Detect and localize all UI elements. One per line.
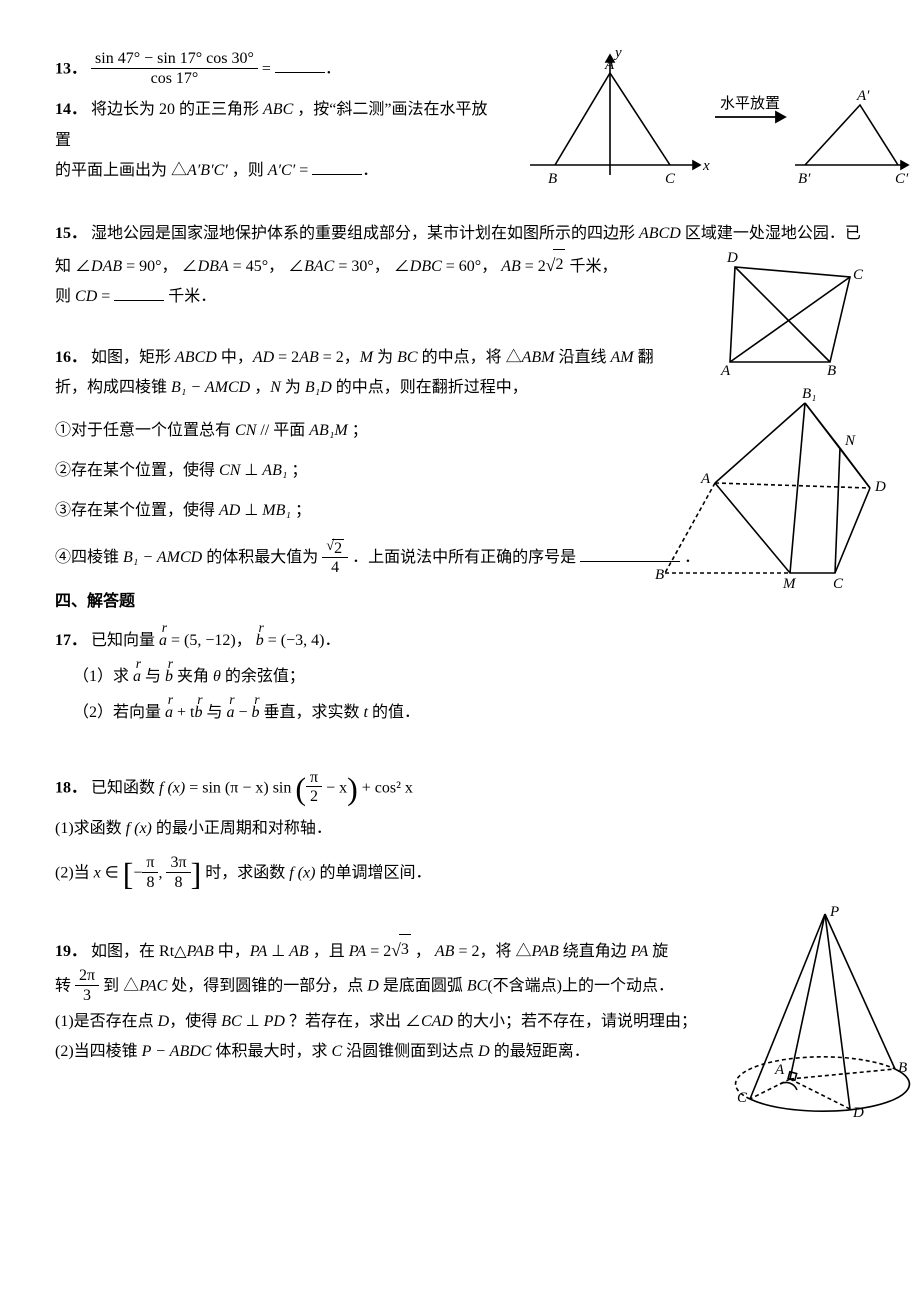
question-17: 17． 已知向量 a = (5, −12)， b = (−3, 4)． （1）求… [55, 626, 865, 729]
svg-text:C: C [737, 1090, 748, 1106]
svg-text:A: A [774, 1062, 785, 1078]
q19-num: 19． [55, 943, 87, 960]
svg-text:B: B [548, 171, 557, 187]
q17-num: 17． [55, 632, 87, 649]
question-16: 16． 如图，矩形 ABCD 中，AD = 2AB = 2，M 为 BC 的中点… [55, 343, 865, 579]
svg-text:y: y [613, 45, 622, 61]
q15-num: 15． [55, 225, 87, 242]
q14-blank [312, 160, 362, 175]
q14-num: 14． [55, 101, 87, 118]
q18-num: 18． [55, 779, 87, 796]
svg-text:B: B [898, 1060, 907, 1076]
svg-text:B′: B′ [798, 171, 811, 187]
q16-num: 16． [55, 349, 87, 366]
svg-text:C: C [853, 267, 864, 283]
question-15: 15． 湿地公园是国家湿地保护体系的重要组成部分，某市计划在如图所示的四边形 A… [55, 219, 865, 313]
svg-text:水平放置: 水平放置 [720, 95, 780, 112]
svg-text:D: D [852, 1105, 864, 1121]
svg-text:A: A [700, 471, 711, 487]
q13-num: 13． [55, 60, 87, 77]
svg-text:D: D [726, 250, 738, 266]
svg-text:P: P [829, 904, 839, 920]
svg-text:B: B [655, 567, 664, 583]
question-19: 19． 如图，在 Rt△PAB 中，PA ⊥ AB ，且 PA = 2√3 ， … [55, 934, 865, 1068]
svg-text:x: x [702, 158, 710, 174]
svg-text:A′: A′ [856, 88, 870, 104]
svg-text:N: N [844, 433, 856, 449]
question-18: 18． 已知函数 f (x) = sin (π − x) sin (π2 − x… [55, 769, 865, 894]
q13-blank [275, 58, 325, 73]
q16-figure: A B B₁ M C D N [655, 383, 885, 594]
svg-text:D: D [874, 479, 886, 495]
q15-blank [114, 286, 164, 301]
svg-text:A: A [604, 57, 615, 73]
q14-figure: y x A B C 水平放置 A′ B′ C′ [510, 45, 910, 206]
sqrt-icon: √2 [546, 249, 566, 282]
page-root: 13． sin 47° − sin 17° cos 30° cos 17° = … [55, 50, 865, 1067]
svg-text:C′: C′ [895, 171, 909, 187]
svg-text:M: M [782, 576, 797, 592]
svg-text:C: C [665, 171, 676, 187]
svg-text:B₁: B₁ [802, 386, 816, 402]
question-14: 14． 将边长为 20 的正三角形 ABC ，按“斜二测”画法在水平放置 的平面… [55, 95, 865, 186]
q13-fraction: sin 47° − sin 17° cos 30° cos 17° [91, 50, 258, 89]
svg-text:C: C [833, 576, 844, 592]
q19-figure: P A B C D [735, 904, 910, 1130]
